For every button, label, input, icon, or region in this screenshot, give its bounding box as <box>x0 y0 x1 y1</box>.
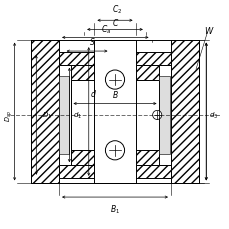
Circle shape <box>152 111 161 120</box>
Text: $D_1$: $D_1$ <box>42 110 52 120</box>
Circle shape <box>105 141 124 160</box>
Bar <box>59 65 170 165</box>
Bar <box>70 65 159 80</box>
Bar <box>30 41 59 184</box>
Bar <box>59 53 170 65</box>
Bar <box>59 77 69 154</box>
Text: $W$: $W$ <box>204 25 214 36</box>
Circle shape <box>105 71 124 90</box>
Text: $D_{sp}$: $D_{sp}$ <box>3 109 15 121</box>
Text: $B$: $B$ <box>111 89 118 100</box>
Bar <box>159 77 169 154</box>
Bar <box>94 41 135 184</box>
Text: $d_3$: $d_3$ <box>208 110 217 120</box>
Text: $C_a$: $C_a$ <box>100 23 111 35</box>
Text: $C_2$: $C_2$ <box>112 3 122 16</box>
Text: $B_1$: $B_1$ <box>109 203 120 215</box>
Text: $C$: $C$ <box>112 16 119 27</box>
Bar <box>70 151 159 165</box>
Text: $d_1$: $d_1$ <box>73 110 82 120</box>
Text: $d$: $d$ <box>90 87 96 98</box>
Text: $S$: $S$ <box>88 36 95 47</box>
Bar <box>59 165 170 178</box>
Bar <box>170 41 199 184</box>
Bar <box>70 80 159 151</box>
